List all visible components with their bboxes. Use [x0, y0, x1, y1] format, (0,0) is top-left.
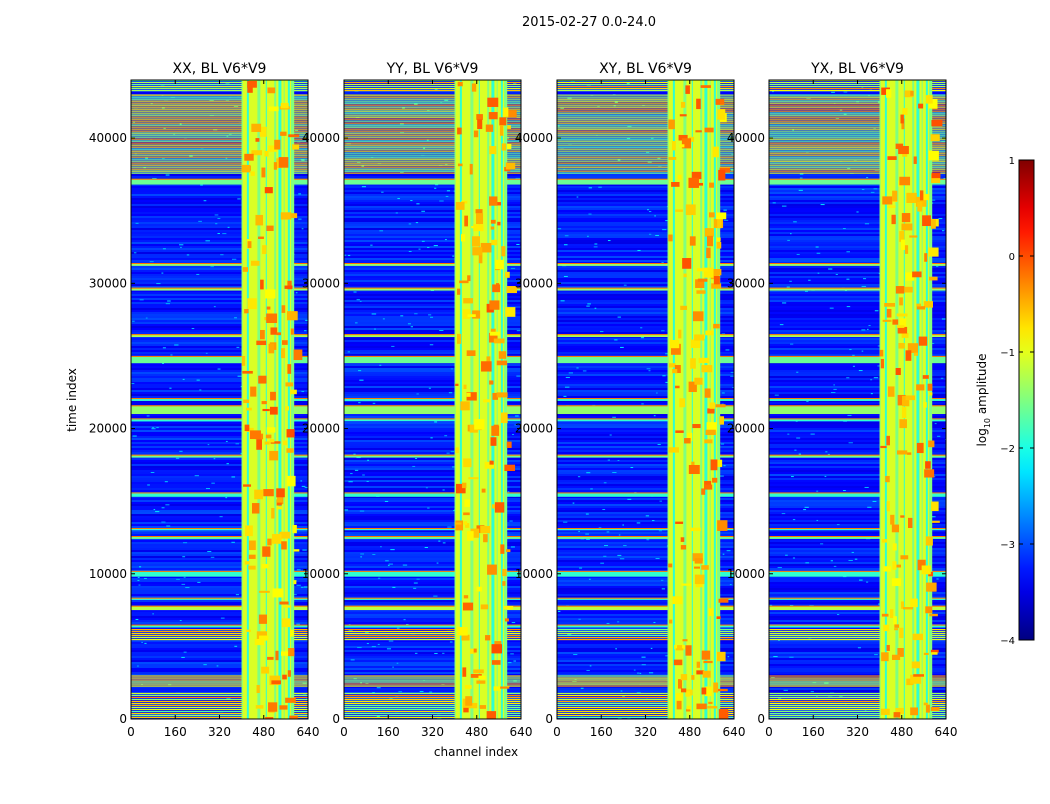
colorbar-gradient [1018, 159, 1035, 641]
y-tick-label: 30000 [89, 276, 127, 290]
y-tick-label: 20000 [89, 422, 127, 436]
colorbar-tick-label: −1 [1000, 348, 1015, 359]
panel-3: XY, BL V6*V9 0 160 320 480 640 0 10000 20000 3000… [515, 61, 746, 739]
y-tick-label: 10000 [727, 567, 765, 581]
y-tick-label: 30000 [515, 276, 553, 290]
x-tick-label: 640 [510, 725, 533, 739]
y-tick-label: 10000 [89, 567, 127, 581]
x-tick-label: 640 [297, 725, 320, 739]
x-tick-label: 320 [208, 725, 231, 739]
y-tick-label: 40000 [89, 131, 127, 145]
colorbar-tick-label: 0 [1009, 252, 1015, 263]
colorbar-tick-label: −3 [1000, 540, 1015, 551]
panel-2: YY, BL V6*V9 0 160 320 480 640 0 10000 20000 3000… [302, 61, 533, 739]
x-tick-label: 160 [164, 725, 187, 739]
y-tick-label: 20000 [515, 422, 553, 436]
x-tick-label: 160 [377, 725, 400, 739]
x-tick-label: 320 [846, 725, 869, 739]
colorbar: 1 0 −1 −2 −3 −4 log10 amplitude [975, 156, 1035, 647]
panel-title: XY, BL V6*V9 [599, 61, 692, 77]
y-tick-label: 0 [119, 712, 127, 726]
colorbar-tick-label: −4 [1000, 636, 1015, 647]
heatmap-area [344, 80, 521, 719]
y-tick-label: 10000 [515, 567, 553, 581]
x-axis-label: channel index [434, 745, 518, 759]
panel-4: YX, BL V6*V9 0 160 320 480 640 0 10000 20000 3000… [727, 61, 958, 739]
x-tick-label: 0 [765, 725, 773, 739]
x-tick-label: 0 [127, 725, 135, 739]
y-tick-label: 10000 [302, 567, 340, 581]
heatmap-area [131, 80, 308, 719]
y-tick-label: 0 [545, 712, 553, 726]
y-tick-label: 0 [332, 712, 340, 726]
y-tick-label: 40000 [302, 131, 340, 145]
heatmap-area [557, 80, 734, 719]
panel-1: XX, BL V6*V9 0 160 320 480 640 0 10000 20000 3000… [89, 61, 320, 739]
y-tick-label: 30000 [727, 276, 765, 290]
panel-title: YY, BL V6*V9 [386, 61, 479, 77]
heatmap-area [769, 80, 946, 719]
x-tick-label: 320 [421, 725, 444, 739]
x-tick-label: 160 [802, 725, 825, 739]
y-tick-label: 40000 [515, 131, 553, 145]
y-tick-label: 40000 [727, 131, 765, 145]
colorbar-tick-label: 1 [1009, 156, 1015, 167]
x-tick-label: 640 [723, 725, 746, 739]
colorbar-label: log10 amplitude [975, 354, 992, 447]
x-tick-label: 480 [252, 725, 275, 739]
y-tick-label: 20000 [727, 422, 765, 436]
x-tick-label: 0 [340, 725, 348, 739]
panel-group: XX, BL V6*V9 0 160 320 480 640 0 10000 20000 3000… [89, 61, 958, 739]
panel-title: YX, BL V6*V9 [810, 61, 904, 77]
x-tick-label: 320 [634, 725, 657, 739]
y-tick-label: 20000 [302, 422, 340, 436]
y-tick-label: 0 [757, 712, 765, 726]
x-tick-label: 480 [465, 725, 488, 739]
panel-title: XX, BL V6*V9 [173, 61, 267, 77]
figure-title: 2015-02-27 0.0-24.0 [522, 15, 656, 30]
y-axis-label: time index [65, 368, 79, 432]
x-tick-label: 480 [890, 725, 913, 739]
x-tick-label: 640 [935, 725, 958, 739]
x-tick-label: 160 [590, 725, 613, 739]
x-tick-label: 0 [553, 725, 561, 739]
colorbar-tick-label: −2 [1000, 444, 1015, 455]
y-tick-label: 30000 [302, 276, 340, 290]
x-tick-label: 480 [678, 725, 701, 739]
